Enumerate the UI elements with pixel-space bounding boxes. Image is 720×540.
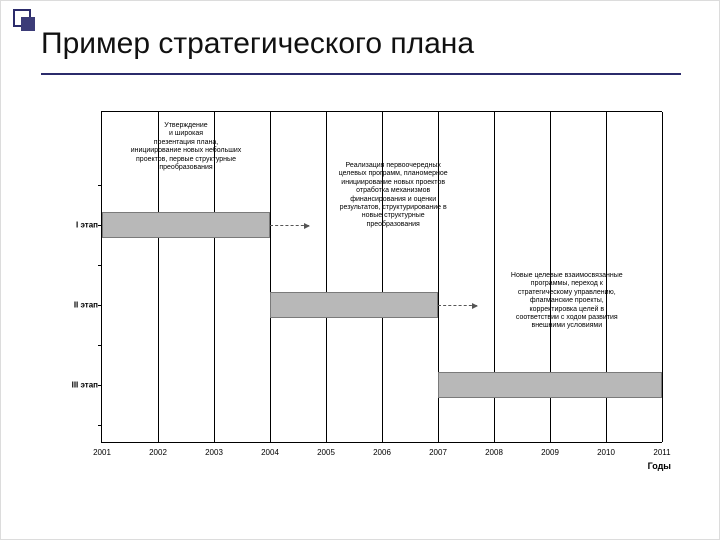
x-tick-label: 2011 [653,448,670,457]
continuation-arrow-icon [438,305,477,307]
x-tick-label: 2004 [261,448,279,457]
plot-area: 2001200220032004200520062007200820092010… [101,111,662,443]
x-tick-label: 2002 [149,448,167,457]
x-tick-label: 2007 [429,448,447,457]
y-tick-label: III этап [62,381,98,390]
y-tick [98,305,102,306]
stage-bar [270,292,438,318]
page-title: Пример стратегического плана [41,27,474,61]
x-tick-label: 2001 [93,448,111,457]
gridline [662,112,663,442]
x-tick-label: 2009 [541,448,559,457]
y-tick-minor [98,425,102,426]
annotation-text: Реализация первоочередных целевых програ… [308,162,478,229]
y-tick-minor [98,185,102,186]
x-tick-label: 2003 [205,448,223,457]
x-tick-label: 2008 [485,448,503,457]
slide: Пример стратегического плана 2001 2002 200… [0,0,720,540]
x-axis-title: Годы [648,461,671,471]
continuation-arrow-icon [270,225,309,227]
x-tick-label: 2005 [317,448,335,457]
y-tick-minor [98,345,102,346]
gantt-chart: 2001 2002 2003 2004 2005 2006 2007 2008 2009 2010… [61,111,661,481]
title-underline [41,73,681,75]
x-tick-label: 2010 [597,448,615,457]
annotation-text: Утверждение и широкая презентация плана,… [101,122,271,172]
annotation-text: Новые целевые взаимосвязанные программы,… [482,272,652,331]
corner-accent-icon [13,9,31,27]
y-tick-minor [98,265,102,266]
x-tick-label: 2006 [373,448,391,457]
stage-bar [102,212,270,238]
stage-bar [438,372,662,398]
y-tick [98,385,102,386]
y-tick-label: I этап [62,221,98,230]
y-tick-label: II этап [62,301,98,310]
